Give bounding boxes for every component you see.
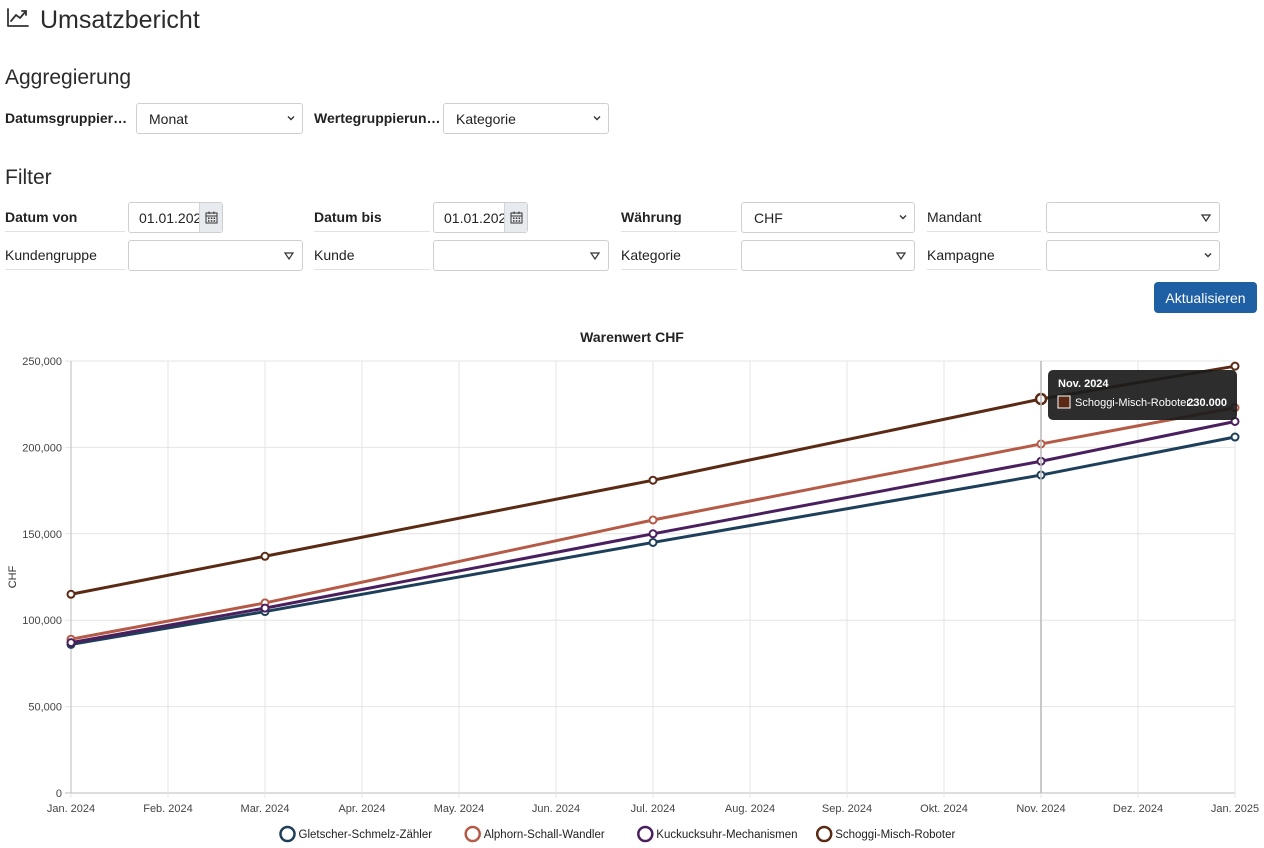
value-grouping-label: Wertegruppierung na... xyxy=(314,110,442,126)
data-point xyxy=(648,529,658,539)
chevron-down-icon xyxy=(593,116,601,121)
calendar-icon[interactable] xyxy=(199,203,222,232)
data-point xyxy=(260,603,270,613)
legend-marker xyxy=(637,825,654,843)
x-tick-label: Apr. 2024 xyxy=(338,803,385,815)
date-grouping-select[interactable]: Monat xyxy=(136,103,303,134)
x-tick-label: Jun. 2024 xyxy=(532,803,580,815)
triangle-down-icon xyxy=(896,252,906,260)
data-point xyxy=(648,515,658,525)
campaign-select[interactable] xyxy=(1046,240,1220,271)
date-grouping-label: Datumsgruppierung ... xyxy=(5,110,131,126)
currency-select[interactable]: CHF xyxy=(741,202,915,233)
data-point xyxy=(260,551,270,561)
triangle-down-icon xyxy=(284,252,294,260)
legend-label: Schoggi-Misch-Roboter xyxy=(835,829,955,841)
customer-group-label: Kundengruppe xyxy=(5,247,125,270)
x-tick-label: Dez. 2024 xyxy=(1113,803,1163,815)
tooltip-value: 230.000 xyxy=(1187,397,1227,409)
category-select[interactable] xyxy=(741,240,915,271)
y-tick-label: 50,000 xyxy=(28,702,62,714)
date-from-input[interactable]: 01.01.2024 xyxy=(128,202,223,233)
chart-axes: 0 50,000 100,000 150,000 200,000 250,000 Jan. … xyxy=(22,356,1259,815)
triangle-down-icon xyxy=(1201,214,1211,222)
y-axis-label: CHF xyxy=(7,565,19,588)
chart-legend: Gletscher-Schmelz-Zähler Alphorn-Schall-W… xyxy=(279,825,956,843)
x-tick-label: Jan. 2025 xyxy=(1211,803,1259,815)
chevron-down-icon xyxy=(287,116,295,121)
refresh-button[interactable]: Aktualisieren xyxy=(1154,282,1257,313)
x-tick-label: Feb. 2024 xyxy=(143,803,193,815)
filter-title: Filter xyxy=(5,166,52,189)
legend-marker xyxy=(815,825,833,843)
page-header: Umsatzbericht xyxy=(6,4,200,36)
customer-group-select[interactable] xyxy=(128,240,303,271)
date-grouping-value: Monat xyxy=(149,110,188,127)
client-select[interactable] xyxy=(1046,202,1220,233)
data-point xyxy=(648,475,658,485)
date-to-label: Datum bis xyxy=(314,209,430,232)
legend-label: Gletscher-Schmelz-Zähler xyxy=(299,829,433,841)
currency-label: Währung xyxy=(621,209,737,232)
data-point xyxy=(66,638,76,648)
x-tick-label: Mar. 2024 xyxy=(241,803,290,815)
date-from-label: Datum von xyxy=(5,209,125,232)
aggregation-title: Aggregierung xyxy=(5,66,132,89)
x-tick-label: Aug. 2024 xyxy=(725,803,775,815)
triangle-down-icon xyxy=(590,252,600,260)
x-tick-label: Jul. 2024 xyxy=(631,803,676,815)
client-label: Mandant xyxy=(927,209,1041,232)
tooltip-title: Nov. 2024 xyxy=(1058,378,1109,390)
tooltip-series-name: Schoggi-Misch-Roboter xyxy=(1075,397,1190,409)
value-grouping-value: Kategorie xyxy=(456,110,516,127)
y-tick-label: 0 xyxy=(56,788,62,800)
trending-up-icon xyxy=(6,5,30,36)
data-point xyxy=(1230,432,1240,442)
chevron-down-icon xyxy=(899,215,907,220)
legend-label: Alphorn-Schall-Wandler xyxy=(484,829,605,841)
sales-line-chart: 0 50,000 100,000 150,000 200,000 250,000 Jan. … xyxy=(7,329,1259,843)
tooltip-colon: : xyxy=(1193,397,1196,409)
customer-select[interactable] xyxy=(433,240,609,271)
value-grouping-select[interactable]: Kategorie xyxy=(443,103,609,134)
x-tick-label: Okt. 2024 xyxy=(920,803,968,815)
chart-title: Warenwert CHF xyxy=(580,329,684,345)
x-tick-label: Nov. 2024 xyxy=(1016,803,1065,815)
y-tick-label: 100,000 xyxy=(22,615,62,627)
legend-marker xyxy=(279,825,296,843)
customer-label: Kunde xyxy=(314,247,430,270)
data-point xyxy=(1230,361,1240,371)
page-title: Umsatzbericht xyxy=(40,5,200,34)
date-to-input[interactable]: 01.01.2025 xyxy=(433,202,528,233)
category-label: Kategorie xyxy=(621,247,737,270)
currency-value: CHF xyxy=(754,209,783,226)
x-tick-label: Jan. 2024 xyxy=(47,803,95,815)
tooltip-swatch xyxy=(1057,395,1071,409)
legend-label: Kuckucksuhr-Mechanismen xyxy=(656,829,797,841)
chevron-down-icon xyxy=(1204,253,1212,258)
y-tick-label: 150,000 xyxy=(22,529,62,541)
chart-grid xyxy=(65,360,1236,798)
x-tick-label: May. 2024 xyxy=(434,803,485,815)
campaign-label: Kampagne xyxy=(927,247,1041,270)
legend-marker xyxy=(464,825,481,843)
data-point xyxy=(648,537,658,547)
x-tick-label: Sep. 2024 xyxy=(822,803,872,815)
calendar-icon[interactable] xyxy=(504,203,527,232)
y-tick-label: 200,000 xyxy=(22,442,62,454)
chart-tooltip: Nov. 2024 Schoggi-Misch-Roboter:230.000 xyxy=(1048,370,1237,420)
date-to-value: 01.01.2025 xyxy=(444,209,515,226)
date-from-value: 01.01.2024 xyxy=(139,209,210,226)
y-tick-label: 250,000 xyxy=(22,356,62,368)
tooltip-box xyxy=(1048,370,1237,420)
data-point xyxy=(66,589,76,599)
